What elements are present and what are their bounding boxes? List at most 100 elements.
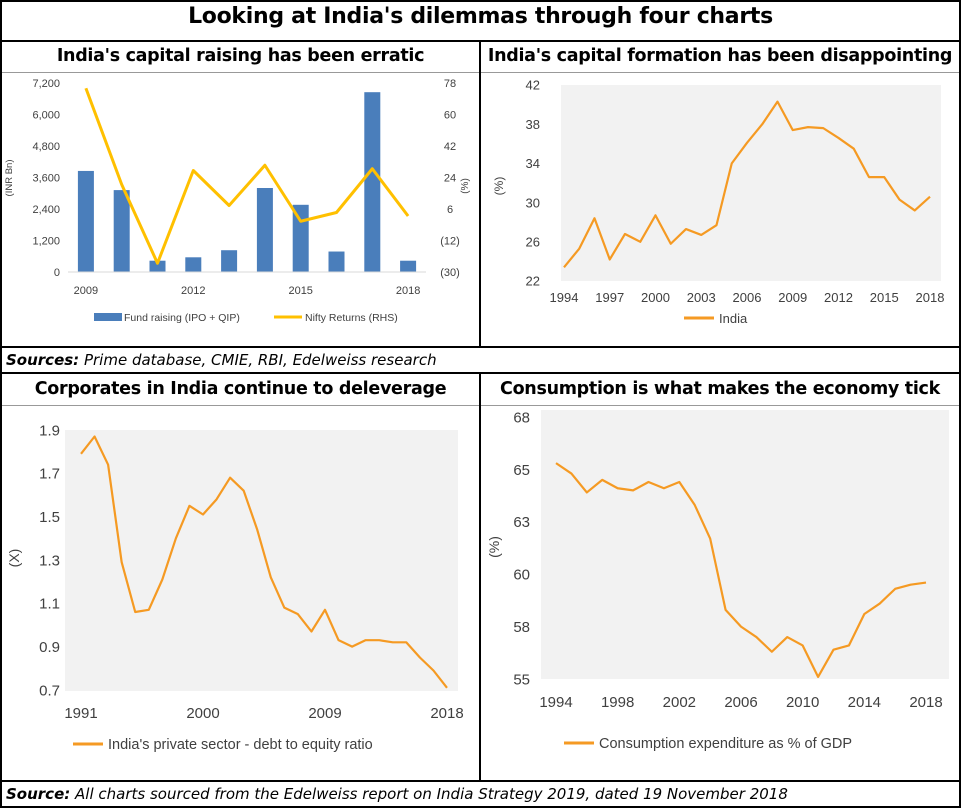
frame-bottom-divider bbox=[0, 780, 961, 782]
x-tick-label: 2009 bbox=[308, 705, 341, 722]
y-tick-label: 1,200 bbox=[32, 236, 60, 248]
x-tick-label: 2010 bbox=[786, 694, 819, 711]
x-tick-label: 2018 bbox=[430, 705, 463, 722]
y-tick-label: 4,800 bbox=[32, 141, 60, 153]
x-tick-label: 2012 bbox=[824, 290, 853, 305]
y-axis-label: (X) bbox=[6, 549, 22, 568]
legend-label: India's private sector - debt to equity … bbox=[108, 737, 373, 753]
x-tick-label: 2002 bbox=[663, 694, 696, 711]
sources-top-text: Prime database, CMIE, RBI, Edelweiss res… bbox=[83, 351, 437, 369]
y-tick-label: 6,000 bbox=[32, 110, 60, 122]
plot-area bbox=[561, 85, 941, 281]
legend-label: Fund raising (IPO + QIP) bbox=[124, 312, 240, 324]
x-tick-label: 2018 bbox=[396, 285, 420, 297]
y-right-tick-label: 42 bbox=[444, 141, 456, 153]
chart-2-title: India's capital formation has been disap… bbox=[487, 46, 953, 66]
x-tick-label: 2012 bbox=[181, 285, 205, 297]
bar bbox=[400, 260, 417, 272]
x-tick-label: 2015 bbox=[870, 290, 899, 305]
y-tick-label: 0.7 bbox=[39, 682, 60, 699]
series-line bbox=[563, 100, 931, 268]
plot-area bbox=[2, 73, 479, 346]
y-tick-label: 60 bbox=[513, 567, 530, 584]
y-right-tick-label: 6 bbox=[447, 204, 453, 216]
sources-bottom-label: Source: bbox=[6, 785, 71, 803]
y-right-tick-label: 60 bbox=[444, 110, 456, 122]
frame-center-top bbox=[479, 40, 481, 346]
frame-middle-divider bbox=[0, 346, 961, 348]
y-tick-label: 22 bbox=[526, 274, 540, 289]
bar bbox=[364, 92, 381, 272]
sources-top-label: Sources: bbox=[6, 351, 80, 369]
bar bbox=[149, 260, 166, 272]
y-right-tick-label: 78 bbox=[444, 78, 456, 90]
legend-label: Nifty Returns (RHS) bbox=[305, 312, 398, 324]
y-tick-label: 42 bbox=[526, 78, 540, 93]
y-axis-label: (INR Bn) bbox=[4, 160, 15, 197]
x-tick-label: 2009 bbox=[778, 290, 807, 305]
frame-center-bottom bbox=[479, 372, 481, 780]
y-right-tick-label: 24 bbox=[444, 173, 456, 185]
y-right-axis-label: (%) bbox=[460, 178, 471, 194]
bar bbox=[77, 170, 94, 272]
y-tick-label: 0 bbox=[54, 267, 60, 279]
x-tick-label: 1994 bbox=[550, 290, 579, 305]
chart-4-title: Consumption is what makes the economy ti… bbox=[500, 379, 940, 399]
x-tick-label: 2000 bbox=[641, 290, 670, 305]
x-tick-label: 2014 bbox=[848, 694, 881, 711]
x-tick-label: 2006 bbox=[733, 290, 762, 305]
sources-top: Sources: Prime database, CMIE, RBI, Edel… bbox=[6, 351, 437, 369]
sources-bottom: Source: All charts sourced from the Edel… bbox=[6, 785, 788, 803]
chart-1-title: India's capital raising has been erratic bbox=[56, 46, 425, 66]
bar bbox=[256, 188, 273, 272]
x-tick-label: 1998 bbox=[601, 694, 634, 711]
y-tick-label: 26 bbox=[526, 234, 540, 249]
chart-3-title: Corporates in India continue to delevera… bbox=[34, 379, 447, 399]
y-tick-label: 2,400 bbox=[32, 204, 60, 216]
chart-deleverage: 1.9 1.7 1.5 1.3 1.1 0.9 0.7 (X) 1991 2000 2009 2018… bbox=[2, 406, 479, 780]
plot-area bbox=[65, 430, 458, 691]
y-tick-label: 55 bbox=[513, 671, 530, 688]
x-tick-label: 2009 bbox=[74, 285, 98, 297]
y-tick-label: 30 bbox=[526, 195, 540, 210]
y-right-tick-label: (30) bbox=[440, 267, 460, 279]
series-line bbox=[555, 462, 927, 679]
x-tick-label: 2018 bbox=[909, 694, 942, 711]
bar bbox=[328, 251, 345, 272]
y-tick-label: 3,600 bbox=[32, 173, 60, 185]
legend-label: Consumption expenditure as % of GDP bbox=[599, 736, 852, 752]
y-tick-label: 65 bbox=[513, 462, 530, 479]
bar bbox=[113, 190, 130, 272]
x-tick-label: 2018 bbox=[916, 290, 945, 305]
chart-capital-raising: 7,200 6,000 4,800 3,600 2,400 1,200 0 78 60 42 24 6… bbox=[2, 73, 479, 346]
y-tick-label: 1.3 bbox=[39, 552, 60, 569]
plot-area bbox=[541, 410, 949, 679]
x-tick-label: 2003 bbox=[687, 290, 716, 305]
y-axis-label: (%) bbox=[492, 177, 506, 196]
y-tick-label: 0.9 bbox=[39, 639, 60, 656]
x-tick-label: 2000 bbox=[186, 705, 219, 722]
bar bbox=[221, 250, 238, 272]
frame-right bbox=[959, 0, 961, 808]
y-tick-label: 1.9 bbox=[39, 422, 60, 439]
y-right-tick-label: (12) bbox=[440, 236, 460, 248]
y-tick-label: 7,200 bbox=[32, 78, 60, 90]
y-tick-label: 38 bbox=[526, 117, 540, 132]
frame-left bbox=[0, 0, 2, 808]
y-tick-label: 1.1 bbox=[39, 596, 60, 613]
y-tick-label: 68 bbox=[513, 409, 530, 426]
frame-bottom bbox=[0, 806, 961, 808]
bar bbox=[185, 257, 202, 272]
x-tick-label: 2015 bbox=[288, 285, 312, 297]
sources-bottom-text: All charts sourced from the Edelweiss re… bbox=[75, 785, 788, 803]
y-tick-label: 63 bbox=[513, 514, 530, 531]
x-tick-label: 1997 bbox=[595, 290, 624, 305]
legend-swatch-bar bbox=[94, 313, 122, 321]
y-axis-label: (%) bbox=[486, 536, 502, 558]
x-tick-label: 2006 bbox=[724, 694, 757, 711]
legend-label: India bbox=[719, 311, 748, 326]
chart-consumption: 68 65 63 60 58 55 (%) 1994 1998 2002 2006 2010 2014 2… bbox=[481, 406, 959, 780]
x-tick-label: 1994 bbox=[539, 694, 572, 711]
y-tick-label: 34 bbox=[526, 156, 540, 171]
page-title: Looking at India's dilemmas through four… bbox=[188, 4, 773, 29]
